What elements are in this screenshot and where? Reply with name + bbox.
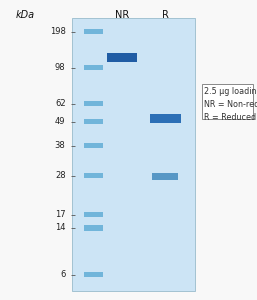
Bar xyxy=(84,119,103,124)
Text: 6: 6 xyxy=(60,270,66,279)
Bar xyxy=(84,101,103,106)
Text: 198: 198 xyxy=(50,27,66,36)
Text: 28: 28 xyxy=(55,171,66,180)
Text: kDa: kDa xyxy=(16,10,35,20)
Text: R: R xyxy=(162,11,169,20)
Bar xyxy=(84,65,103,70)
Bar xyxy=(84,143,103,148)
Bar xyxy=(107,53,137,62)
Bar xyxy=(84,272,103,277)
Text: 38: 38 xyxy=(55,141,66,150)
Text: 62: 62 xyxy=(55,99,66,108)
Text: 14: 14 xyxy=(55,224,66,232)
Bar xyxy=(84,212,103,217)
Text: 98: 98 xyxy=(55,63,66,72)
Bar xyxy=(84,29,103,34)
Text: 17: 17 xyxy=(55,210,66,219)
Bar xyxy=(150,114,181,123)
Bar xyxy=(152,173,178,180)
Text: 49: 49 xyxy=(55,117,66,126)
Bar xyxy=(202,84,253,119)
Text: 2.5 μg loading
NR = Non-reduced
R = Reduced: 2.5 μg loading NR = Non-reduced R = Redu… xyxy=(204,87,257,122)
Text: NR: NR xyxy=(115,11,129,20)
Bar xyxy=(72,18,195,291)
Bar xyxy=(84,225,103,231)
Bar xyxy=(84,173,103,178)
